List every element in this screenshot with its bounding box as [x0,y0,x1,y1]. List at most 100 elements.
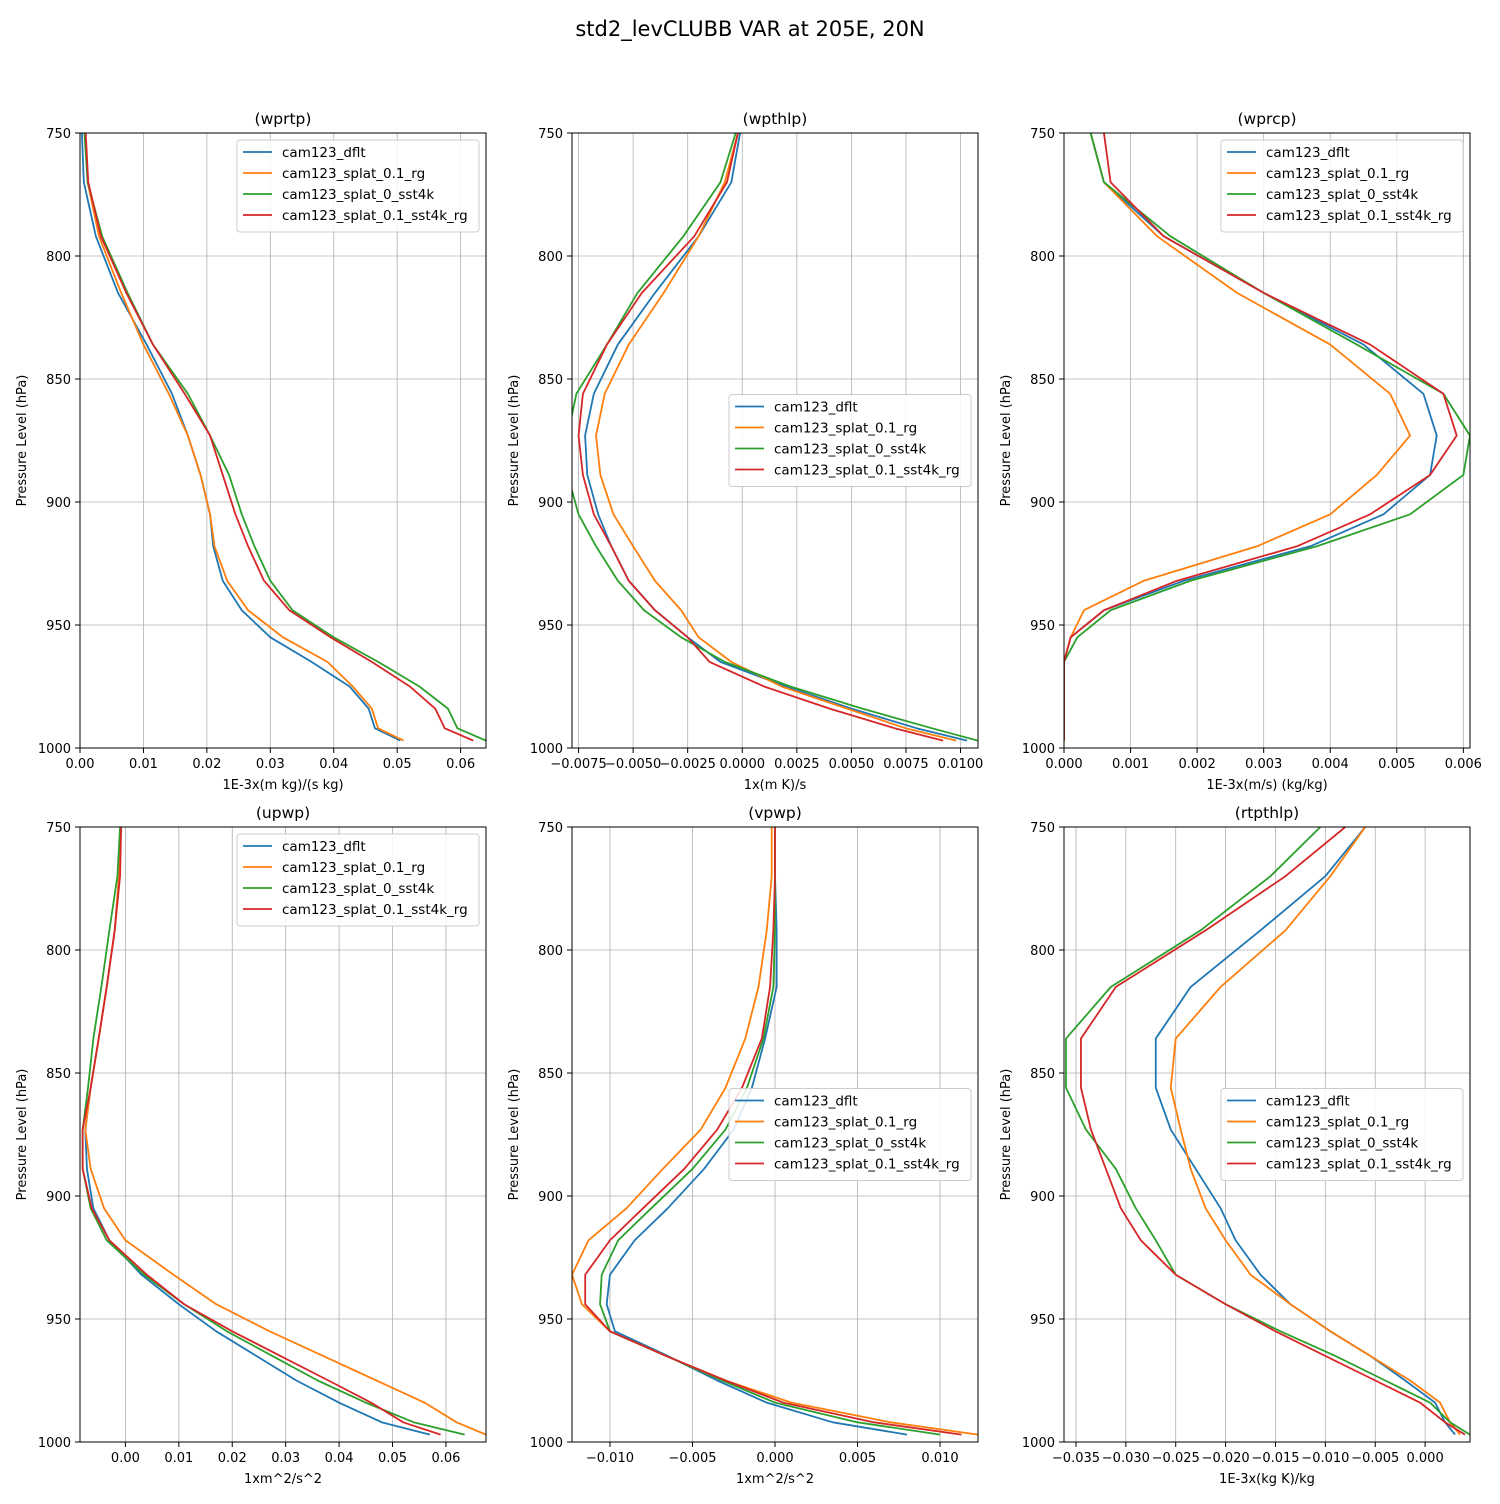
y-axis-label: Pressure Level (hPa) [999,1069,1014,1201]
y-tick-label: 900 [538,1190,563,1205]
x-tick-label: −0.025 [1152,1451,1200,1466]
y-tick-label: 750 [46,821,71,836]
panel-title: (wprcp) [1237,110,1296,128]
series-line-2 [1169,827,1461,1436]
x-tick-label: 0.06 [431,1451,460,1466]
series-line-1 [605,827,908,1436]
series-line-4 [1064,133,1458,741]
x-tick-label: −0.005 [668,1451,716,1466]
x-tick-label: 0.03 [256,757,285,772]
y-tick-label: 800 [46,944,71,959]
legend-box [1220,139,1464,233]
x-tick-label: −0.020 [1202,1451,1250,1466]
x-tick-label: 0.0050 [829,757,875,772]
legend-entry-3: cam123_splat_0_sst4k [774,1136,926,1152]
x-tick-label: 0.0100 [938,757,984,772]
axes-frame [1063,826,1471,1443]
legend: cam123_dflt cam123_splat_0.1_rg cam123_spl… [1220,1088,1464,1181]
legend-box [728,1088,972,1181]
legend-entry-2: cam123_splat_0.1_rg [774,1115,917,1131]
y-tick-label: 900 [46,496,71,511]
x-axis-label: 1xm^2/s^2 [736,1472,814,1487]
y-tick-label: 1000 [1022,1436,1055,1451]
y-tick-label: 950 [538,619,563,634]
axes-frame [1063,132,1471,749]
series-group [1064,133,1470,741]
legend-entry-3: cam123_splat_0_sst4k [1266,187,1418,203]
chart-panel-3: 0.000 0.001 0.002 0.003 0.004 0.005 0.006 750 80… [999,110,1482,793]
x-tick-label: 0.05 [378,1451,407,1466]
x-axis-label: 1E-3x(kg K)/kg [1219,1472,1315,1487]
x-tick-label: 0.005 [1378,757,1415,772]
series-line-3 [572,133,978,742]
panels-group: 0.00 0.01 0.02 0.03 0.04 0.05 0.06 750 800 850 900… [15,110,1482,1487]
legend-entry-3: cam123_splat_0_sst4k [282,881,434,897]
x-tick-label: 0.004 [1312,757,1349,772]
legend-entry-4: cam123_splat_0.1_sst4k_rg [282,902,468,918]
series-line-1 [1154,827,1456,1436]
legend-entry-2: cam123_splat_0.1_rg [774,421,917,437]
y-axis-label: Pressure Level (hPa) [999,375,1014,507]
x-tick-label: 0.00 [66,757,95,772]
series-line-3 [83,133,486,742]
x-tick-label: 0.010 [921,1451,958,1466]
legend-entry-1: cam123_dflt [1266,145,1350,161]
legend-box [728,394,972,487]
x-tick-label: 0.00 [111,1451,140,1466]
series-group [1065,827,1470,1436]
y-tick-label: 950 [1030,1313,1055,1328]
legend-box [236,833,480,927]
series-group [572,827,978,1436]
y-tick-label: 750 [538,821,563,836]
x-tick-label: 0.000 [756,1451,793,1466]
series-line-4 [584,827,962,1436]
x-axis-label: 1x(m K)/s [744,778,807,793]
y-tick-label: 800 [538,944,563,959]
legend-box [1220,1088,1464,1181]
legend-entry-3: cam123_splat_0_sst4k [282,187,434,203]
series-line-4 [84,133,474,742]
y-tick-label: 1000 [38,742,71,757]
x-tick-label: 0.04 [319,757,348,772]
y-tick-label: 900 [538,496,563,511]
panel-title: (upwp) [256,804,310,822]
x-tick-label: 0.04 [325,1451,354,1466]
legend-entry-4: cam123_splat_0.1_sst4k_rg [774,1157,960,1173]
x-axis-label: 1xm^2/s^2 [244,1472,322,1487]
series-line-4 [81,827,441,1436]
legend-entry-3: cam123_splat_0_sst4k [774,442,926,458]
y-tick-label: 950 [46,619,71,634]
y-tick-label: 850 [1030,1067,1055,1082]
x-tick-label: 0.05 [383,757,412,772]
x-tick-label: 0.002 [1179,757,1216,772]
x-tick-label: 0.003 [1245,757,1282,772]
y-tick-label: 950 [46,1313,71,1328]
y-axis-label: Pressure Level (hPa) [507,375,522,507]
x-tick-label: 0.03 [271,1451,300,1466]
x-tick-label: 0.01 [129,757,158,772]
chart-panel-4: 0.00 0.01 0.02 0.03 0.04 0.05 0.06 750 800 850 900… [15,804,487,1487]
y-tick-label: 750 [1030,821,1055,836]
panel-title: (wprtp) [255,110,312,128]
x-tick-label: −0.030 [1102,1451,1150,1466]
legend: cam123_dflt cam123_splat_0.1_rg cam123_spl… [1220,139,1464,233]
x-tick-label: 0.0075 [883,757,929,772]
legend-entry-2: cam123_splat_0.1_rg [282,860,425,876]
series-line-2 [84,133,404,742]
legend-entry-4: cam123_splat_0.1_sst4k_rg [774,463,960,479]
legend-box [236,139,480,233]
legend-entry-2: cam123_splat_0.1_rg [1266,1115,1409,1131]
legend-entry-3: cam123_splat_0_sst4k [1266,1136,1418,1152]
series-line-1 [584,133,968,742]
legend: cam123_dflt cam123_splat_0.1_rg cam123_spl… [728,1088,972,1181]
series-group [81,133,486,742]
panel-title: (wpthlp) [743,110,808,128]
legend-entry-4: cam123_splat_0.1_sst4k_rg [1266,1157,1452,1173]
figure-suptitle: std2_levCLUBB VAR at 205E, 20N [575,17,924,42]
chart-panel-5: −0.010 −0.005 0.000 0.005 0.010 750 800 850 900 9… [507,804,979,1487]
legend-entry-1: cam123_dflt [282,839,366,855]
legend-entry-1: cam123_dflt [774,400,858,416]
